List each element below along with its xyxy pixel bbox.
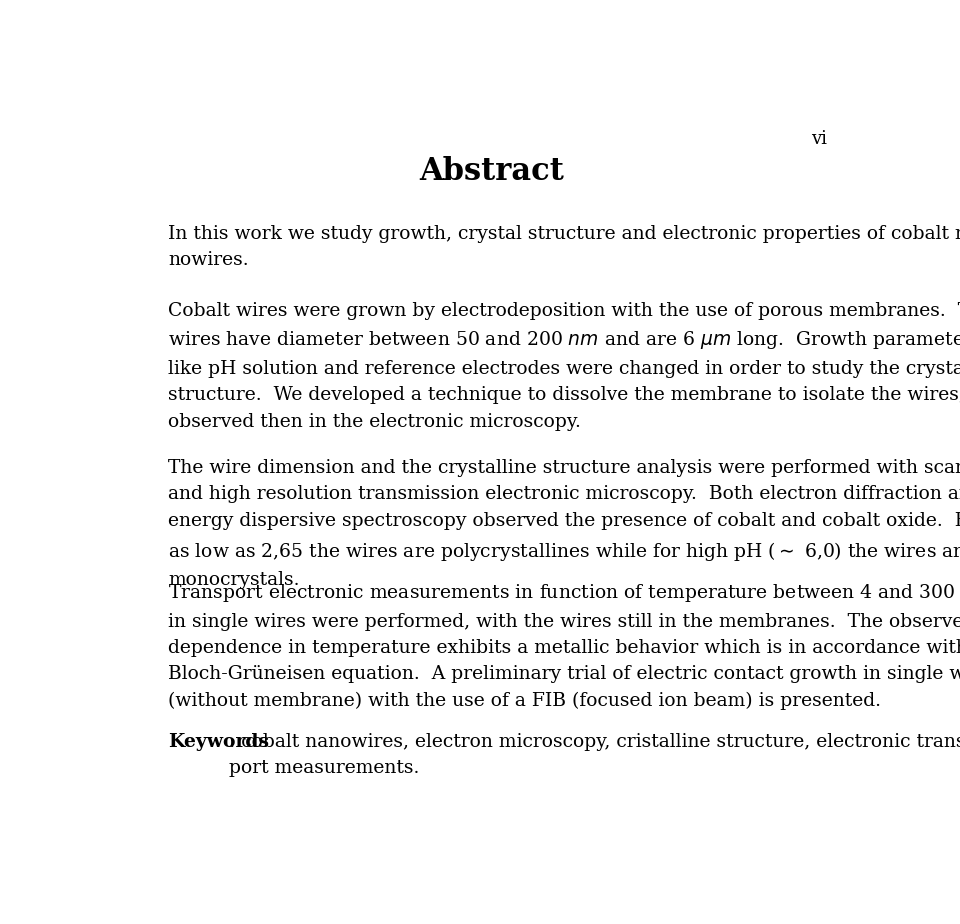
Text: vi: vi [811,130,827,148]
Text: The wire dimension and the crystalline structure analysis were performed with sc: The wire dimension and the crystalline s… [168,459,960,590]
Text: Transport electronic measurements in function of temperature between 4 and 300 $: Transport electronic measurements in fun… [168,582,960,711]
Text: In this work we study growth, crystal structure and electronic properties of cob: In this work we study growth, crystal st… [168,225,960,269]
Text: Cobalt wires were grown by electrodeposition with the use of porous membranes.  : Cobalt wires were grown by electrodeposi… [168,302,960,431]
Text: Keywords: Keywords [168,733,269,751]
Text: Abstract: Abstract [420,155,564,187]
Text: : cobalt nanowires, electron microscopy, cristalline structure, electronic trans: : cobalt nanowires, electron microscopy,… [229,733,960,777]
